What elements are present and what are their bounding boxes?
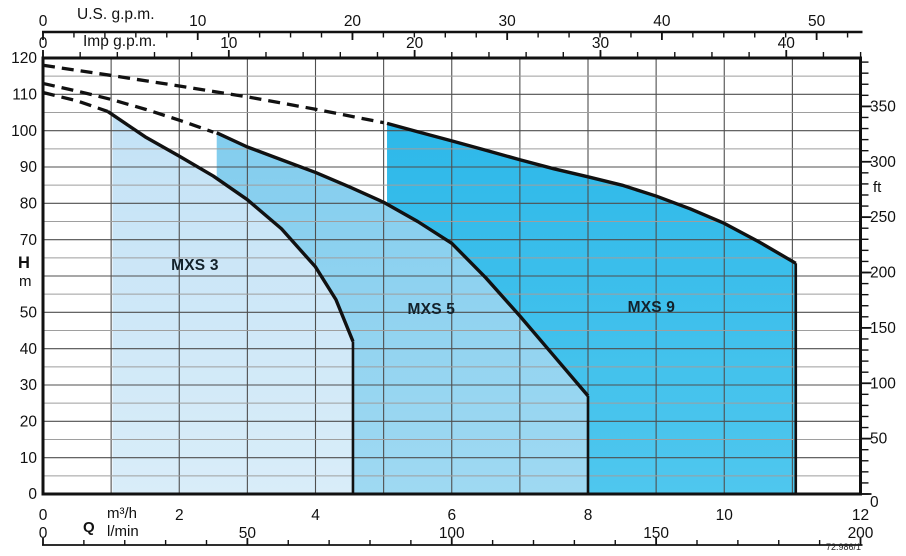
svg-text:30: 30 [20, 377, 38, 394]
series-label-mxs-5: MXS 5 [407, 301, 456, 319]
svg-text:10: 10 [20, 450, 38, 467]
svg-text:10: 10 [716, 507, 734, 524]
svg-text:50: 50 [870, 431, 888, 448]
svg-text:200: 200 [848, 525, 874, 542]
series-label-mxs-3: MXS 3 [171, 256, 219, 274]
svg-text:30: 30 [499, 13, 517, 30]
flow-unit-m3h-label: m³/h [107, 505, 137, 522]
svg-text:350: 350 [870, 98, 896, 115]
flow-axis-label: Q [83, 519, 95, 536]
svg-text:2: 2 [175, 507, 184, 524]
svg-text:120: 120 [11, 50, 37, 67]
svg-text:0: 0 [39, 525, 48, 542]
svg-text:100: 100 [870, 375, 896, 392]
svg-text:6: 6 [447, 507, 456, 524]
svg-text:300: 300 [870, 154, 896, 171]
imp-gpm-axis-label: Imp g.p.m. [83, 33, 157, 50]
flow-unit-lmin-label: l/min [107, 523, 139, 540]
svg-text:150: 150 [870, 320, 896, 337]
svg-text:80: 80 [20, 196, 38, 213]
svg-text:0: 0 [870, 494, 879, 511]
svg-text:10: 10 [220, 35, 238, 52]
svg-text:50: 50 [239, 525, 257, 542]
svg-text:90: 90 [20, 159, 38, 176]
svg-text:110: 110 [12, 87, 37, 104]
svg-text:40: 40 [20, 341, 38, 358]
ft-axis-label: ft [873, 179, 882, 196]
svg-text:50: 50 [808, 13, 826, 30]
svg-text:0: 0 [39, 507, 48, 524]
document-reference: 72.986/1 [826, 542, 862, 552]
svg-text:0: 0 [28, 486, 37, 503]
svg-text:0: 0 [39, 35, 48, 52]
svg-text:250: 250 [870, 209, 896, 226]
svg-text:8: 8 [584, 507, 593, 524]
svg-text:20: 20 [344, 13, 362, 30]
svg-text:12: 12 [852, 507, 869, 524]
svg-text:10: 10 [189, 13, 207, 30]
svg-text:4: 4 [311, 507, 320, 524]
series-label-mxs-9: MXS 9 [627, 298, 676, 316]
svg-text:50: 50 [20, 305, 38, 322]
head-unit-label: m [19, 273, 32, 290]
svg-text:40: 40 [653, 13, 671, 30]
head-axis-label: H [18, 254, 30, 272]
svg-text:150: 150 [643, 525, 669, 542]
svg-text:0: 0 [39, 13, 48, 30]
svg-text:100: 100 [439, 525, 465, 542]
svg-text:70: 70 [20, 232, 38, 249]
svg-text:100: 100 [11, 123, 37, 140]
svg-text:30: 30 [592, 35, 610, 52]
svg-text:40: 40 [778, 35, 796, 52]
us-gpm-axis-label: U.S. g.p.m. [77, 6, 155, 23]
svg-text:200: 200 [870, 265, 896, 282]
svg-text:20: 20 [406, 35, 424, 52]
svg-text:20: 20 [20, 414, 38, 431]
